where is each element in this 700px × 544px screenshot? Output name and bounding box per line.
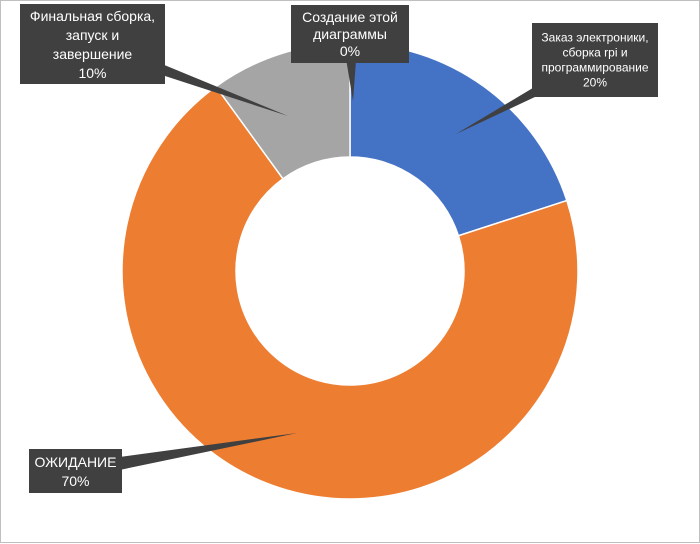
slices-layer: [121, 42, 579, 500]
slice-final-assembly-label-box: [20, 4, 165, 84]
slice-final-assembly-value-label: 10%: [78, 65, 106, 81]
slice-electronics-order: [349, 42, 568, 237]
slice-final-assembly-category-label: запуск и: [66, 27, 119, 43]
slice-electronics-order-category-label: Заказ электроники,: [541, 31, 648, 45]
slice-final-assembly-category-label: Финальная сборка,: [30, 8, 155, 24]
slice-waiting-label-box: [29, 449, 122, 493]
slice-creating-diagram-category-label: диаграммы: [313, 26, 387, 42]
slice-creating-diagram-category-label: Создание этой: [302, 9, 398, 25]
slice-electronics-order-value-label: 20%: [583, 76, 607, 90]
slice-waiting-category-label: ОЖИДАНИЕ: [35, 454, 117, 470]
slice-waiting-value-label: 70%: [61, 473, 89, 489]
slice-final-assembly-category-label: завершение: [53, 46, 133, 62]
slice-electronics-order-label-box: [532, 23, 658, 97]
slice-waiting-label: ОЖИДАНИЕ 70%: [29, 433, 297, 493]
slice-electronics-order-category-label: сборка rpi и: [562, 46, 627, 60]
slice-creating-diagram-value-label: 0%: [340, 43, 360, 59]
slice-waiting-leader: [74, 433, 297, 479]
slice-waiting: [121, 85, 579, 500]
slice-creating-diagram-label-box: [291, 5, 409, 63]
slice-final-assembly-label: Финальная сборка, запуск и завершение 10%: [20, 4, 288, 116]
slice-electronics-order-label: Заказ электроники,сборка rpi ипрограммир…: [456, 23, 658, 134]
slice-electronics-order-category-label: программирование: [541, 61, 648, 75]
